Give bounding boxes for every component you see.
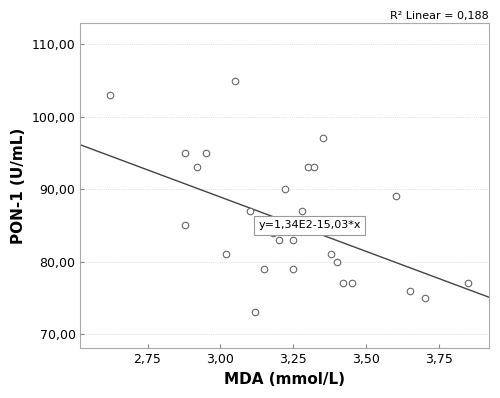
Point [298,208,306,214]
Y-axis label: PON-1 (U/mL): PON-1 (U/mL) [11,127,26,244]
Point [290,237,298,243]
Point [275,237,283,243]
Point [260,265,268,272]
Text: R² Linear = 0,188: R² Linear = 0,188 [390,11,489,21]
Point [464,280,472,287]
Text: y=1,34E2-15,03*x: y=1,34E2-15,03*x [258,220,361,230]
X-axis label: MDA (mmol/L): MDA (mmol/L) [224,372,345,387]
Point [420,295,428,301]
Point [106,92,114,98]
Point [269,229,277,236]
Point [182,150,190,156]
Point [392,193,400,200]
Point [202,150,210,156]
Point [290,265,298,272]
Point [182,222,190,228]
Point [252,309,260,316]
Point [318,135,326,142]
Point [222,251,230,258]
Point [280,186,288,192]
Point [246,208,254,214]
Point [406,287,414,294]
Point [333,258,341,265]
Point [348,280,356,287]
Point [304,164,312,171]
Point [193,164,201,171]
Point [231,77,239,84]
Point [328,251,336,258]
Point [339,280,347,287]
Point [310,164,318,171]
